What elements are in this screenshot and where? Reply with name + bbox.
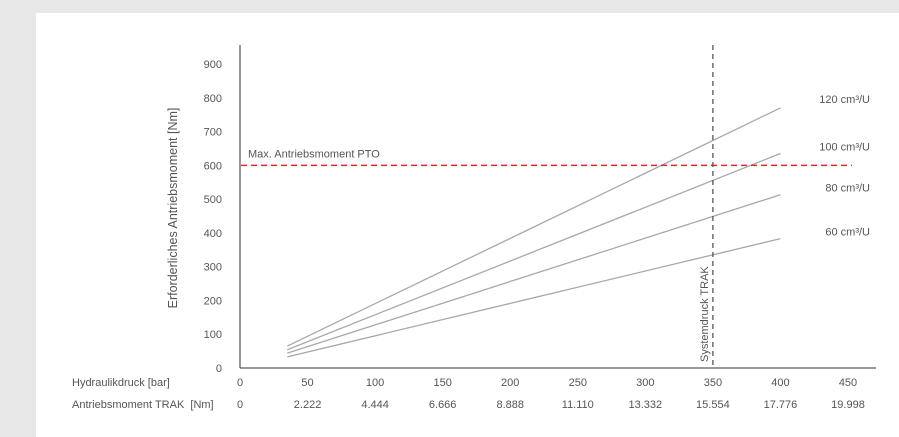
chart-panel [36, 13, 899, 437]
series-line [287, 237, 781, 358]
series-line [287, 194, 781, 354]
y-tick-label: 200 [204, 295, 222, 307]
y-tick-label: 800 [204, 93, 222, 105]
x-tick-label: 350 [704, 377, 722, 389]
system-pressure-label: Systemdruck TRAK [699, 266, 711, 362]
x2-tick-label: 17.776 [764, 399, 798, 411]
x2-tick-label: 4.444 [361, 399, 389, 411]
x-axis-label: Hydraulikdruck [bar] [72, 377, 170, 389]
y-tick-label: 0 [216, 363, 222, 375]
x-tick-label: 50 [301, 377, 313, 389]
x-tick-label: 150 [433, 377, 451, 389]
x2-tick-label: 19.998 [831, 399, 865, 411]
x-tick-label: 450 [839, 377, 857, 389]
series-line [287, 107, 781, 347]
y-tick-label: 700 [204, 127, 222, 139]
y-tick-label: 900 [204, 59, 222, 71]
y-tick-label: 400 [204, 228, 222, 240]
x2-axis-label: Antriebsmoment TRAK [Nm] [72, 399, 214, 411]
x2-tick-label: 6.666 [429, 399, 457, 411]
series-label: 120 cm³/U [819, 94, 870, 106]
y-tick-label: 100 [204, 329, 222, 341]
y-axis-label: Erforderliches Antriebsmoment [Nm] [166, 108, 180, 309]
x2-tick-label: 8.888 [496, 399, 524, 411]
x-tick-label: 100 [366, 377, 384, 389]
x-tick-label: 300 [636, 377, 654, 389]
x-tick-label: 0 [237, 377, 243, 389]
series-label: 100 cm³/U [819, 142, 870, 154]
series-label: 80 cm³/U [825, 183, 870, 195]
x-tick-label: 250 [569, 377, 587, 389]
x2-tick-label: 0 [237, 399, 243, 411]
y-tick-label: 600 [204, 160, 222, 172]
x2-tick-label: 2.222 [294, 399, 322, 411]
y-tick-label: 500 [204, 194, 222, 206]
series-label: 60 cm³/U [825, 227, 870, 239]
x-tick-label: 200 [501, 377, 519, 389]
x2-tick-label: 13.332 [629, 399, 663, 411]
y-tick-label: 300 [204, 262, 222, 274]
x2-tick-label: 15.554 [696, 399, 730, 411]
x2-tick-label: 11.110 [562, 399, 594, 411]
series-line [287, 152, 781, 351]
max-pto-label: Max. Antriebsmoment PTO [248, 148, 380, 160]
x-tick-label: 400 [771, 377, 789, 389]
